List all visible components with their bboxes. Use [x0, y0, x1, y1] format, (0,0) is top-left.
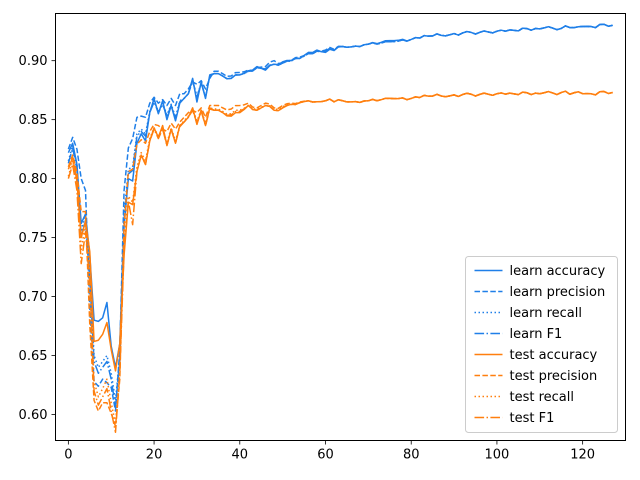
legend-label: test F1: [510, 411, 555, 426]
y-tick-label: 0.75: [19, 231, 48, 246]
x-axis: 0 20 40 60 80 100 120: [64, 440, 595, 463]
x-tick-label: 80: [403, 448, 420, 463]
x-tick-label: 0: [64, 448, 72, 463]
series-layer: [67, 23, 613, 433]
legend-label: learn F1: [510, 327, 563, 342]
legend-label: learn accuracy: [510, 264, 606, 279]
x-tick-label: 100: [485, 448, 510, 463]
legend-label: test recall: [510, 390, 575, 405]
y-axis: 0.60 0.65 0.70 0.75 0.80 0.85 0.90: [19, 54, 56, 423]
legend: learn accuracy learn precision learn recal…: [465, 256, 618, 433]
y-tick-label: 0.70: [19, 290, 48, 305]
legend-box: [465, 256, 618, 433]
plot-frame: [55, 13, 626, 441]
series-line-test-f1: [67, 90, 613, 433]
legend-label: test accuracy: [510, 348, 598, 363]
x-tick-label: 120: [570, 448, 595, 463]
x-tick-label: 60: [317, 448, 334, 463]
legend-label: learn precision: [510, 285, 606, 300]
legend-label: test precision: [510, 369, 598, 384]
series-line-learn-f1: [67, 23, 613, 409]
y-tick-label: 0.85: [19, 113, 48, 128]
x-tick-label: 40: [232, 448, 249, 463]
y-tick-label: 0.80: [19, 172, 48, 187]
y-tick-label: 0.65: [19, 349, 48, 364]
y-tick-label: 0.90: [19, 54, 48, 69]
legend-label: learn recall: [510, 306, 582, 321]
y-tick-label: 0.60: [19, 408, 48, 423]
x-tick-label: 20: [146, 448, 163, 463]
